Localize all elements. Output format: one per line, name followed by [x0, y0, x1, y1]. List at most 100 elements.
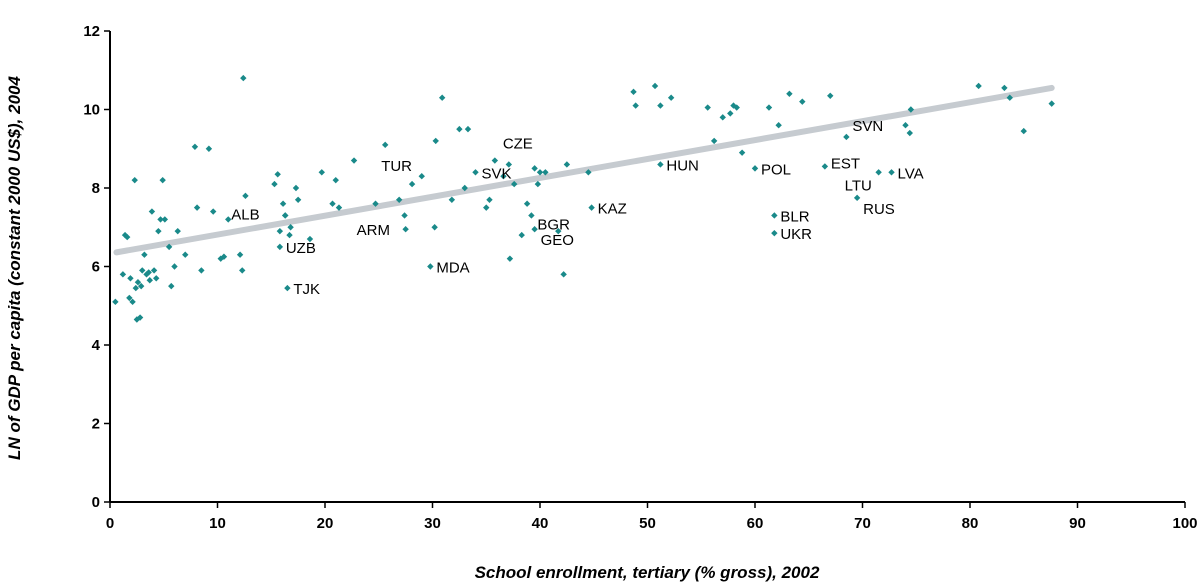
x-axis-ticks: 0 10 20 30 40 50 60 70 80 90 100 — [106, 502, 1198, 532]
data-point — [906, 129, 913, 137]
data-point — [464, 125, 472, 133]
x-axis-title: School enrollment, tertiary (% gross), 2… — [475, 563, 820, 582]
data-point — [461, 184, 468, 192]
data-point — [799, 98, 806, 105]
y-tick-label: 6 — [92, 259, 100, 276]
labeled-data-point — [853, 194, 861, 202]
data-point — [483, 204, 490, 211]
data-point — [146, 277, 153, 284]
y-axis-title: LN of GDP per capita (constant 2000 US$)… — [5, 76, 24, 460]
data-point — [372, 200, 379, 207]
data-point — [902, 122, 909, 129]
point-label: MDA — [436, 260, 469, 277]
data-point — [287, 224, 294, 231]
point-label: SVK — [482, 165, 512, 182]
data-point — [431, 224, 438, 231]
data-point — [448, 196, 456, 203]
data-point — [704, 104, 711, 111]
data-point — [119, 271, 127, 278]
data-point — [292, 184, 300, 192]
labeled-data-point — [505, 161, 513, 168]
data-point — [418, 173, 425, 180]
data-point — [456, 125, 463, 133]
data-point — [486, 196, 493, 203]
data-point — [523, 200, 531, 207]
x-tick-label: 50 — [639, 515, 656, 532]
data-point — [148, 208, 156, 215]
point-label: EST — [831, 155, 860, 172]
data-point — [710, 137, 718, 145]
point-label: LTU — [845, 177, 872, 194]
data-point — [1006, 94, 1013, 101]
data-point — [153, 275, 160, 282]
data-point — [560, 271, 567, 278]
data-point — [585, 169, 592, 176]
labeled-data-point — [821, 163, 829, 170]
point-label: KAZ — [598, 201, 627, 218]
data-point — [733, 104, 740, 111]
data-point — [719, 114, 726, 121]
data-point — [657, 102, 664, 109]
data-point — [286, 231, 293, 239]
x-tick-label: 40 — [532, 515, 549, 532]
labeled-data-point — [472, 169, 479, 176]
data-point — [129, 298, 136, 306]
data-point — [294, 196, 302, 203]
data-point — [240, 74, 247, 82]
data-point — [134, 279, 142, 286]
data-point — [131, 176, 138, 184]
data-point — [727, 110, 734, 117]
data-point — [159, 176, 166, 184]
data-point — [205, 145, 213, 152]
data-point — [145, 269, 152, 276]
data-point — [395, 196, 403, 203]
data-point — [126, 294, 133, 302]
data-point — [408, 180, 416, 188]
data-point — [174, 227, 181, 235]
data-point — [350, 157, 358, 164]
data-point — [1048, 100, 1055, 107]
x-tick-label: 90 — [1069, 515, 1086, 532]
data-point — [907, 106, 915, 113]
point-label: LVA — [898, 165, 924, 182]
data-point — [632, 102, 639, 109]
labeled-data-point — [402, 226, 409, 233]
data-point — [279, 200, 287, 207]
labeled-data-point — [875, 169, 882, 176]
data-point — [191, 143, 199, 150]
x-tick-label: 30 — [424, 515, 441, 532]
data-point — [127, 275, 134, 282]
data-point — [506, 255, 514, 262]
data-point — [531, 165, 538, 172]
data-point — [329, 200, 336, 207]
labeled-data-point — [282, 212, 289, 219]
labeled-data-point — [588, 204, 595, 211]
x-tick-label: 100 — [1172, 515, 1197, 532]
data-point — [534, 180, 542, 188]
x-tick-label: 70 — [854, 515, 871, 532]
data-point — [168, 282, 175, 290]
data-point — [332, 176, 339, 184]
data-point — [198, 267, 205, 274]
point-label: ALB — [231, 206, 259, 223]
point-label: ARM — [357, 222, 390, 239]
trend-line-group — [113, 84, 1055, 256]
data-point — [630, 88, 637, 96]
labeled-data-point — [531, 226, 538, 233]
y-tick-label: 10 — [83, 102, 100, 119]
labeled-data-point — [427, 263, 434, 270]
labeled-data-point — [382, 141, 389, 149]
data-point — [157, 216, 164, 223]
data-point — [182, 251, 189, 258]
data-point — [491, 157, 499, 164]
data-point — [738, 149, 746, 156]
data-point — [112, 298, 119, 306]
data-point — [139, 267, 146, 274]
labeled-data-point — [657, 161, 664, 168]
y-tick-label: 8 — [92, 180, 100, 197]
data-point — [155, 227, 162, 235]
labeled-data-point — [843, 133, 850, 141]
data-point — [220, 253, 228, 260]
data-point — [651, 82, 659, 90]
data-point — [236, 251, 244, 258]
